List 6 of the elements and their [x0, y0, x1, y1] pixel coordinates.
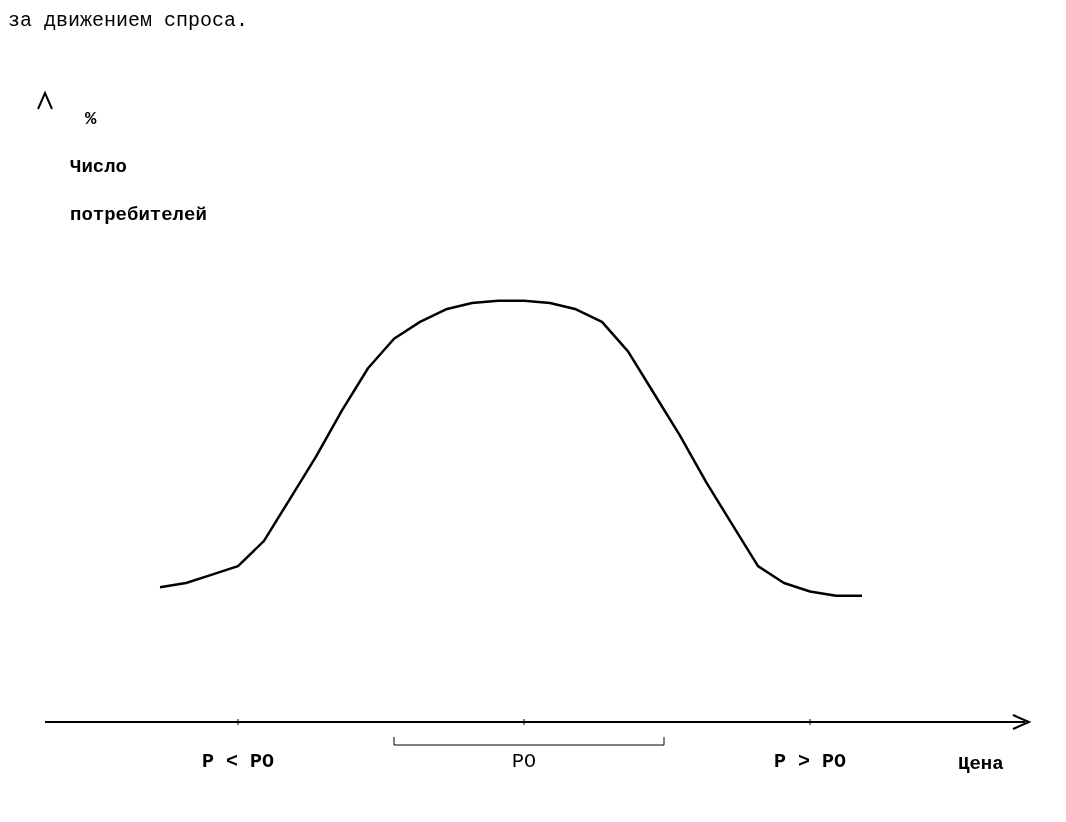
text: за движением спроса. [8, 9, 249, 32]
text: % Число потребителей [70, 108, 207, 226]
x-tick-label: P > PO [773, 750, 847, 773]
x-tick-label: PO [511, 750, 537, 773]
x-axis-title: Цена [958, 753, 1004, 775]
x-tick-label: P < PO [201, 750, 275, 773]
